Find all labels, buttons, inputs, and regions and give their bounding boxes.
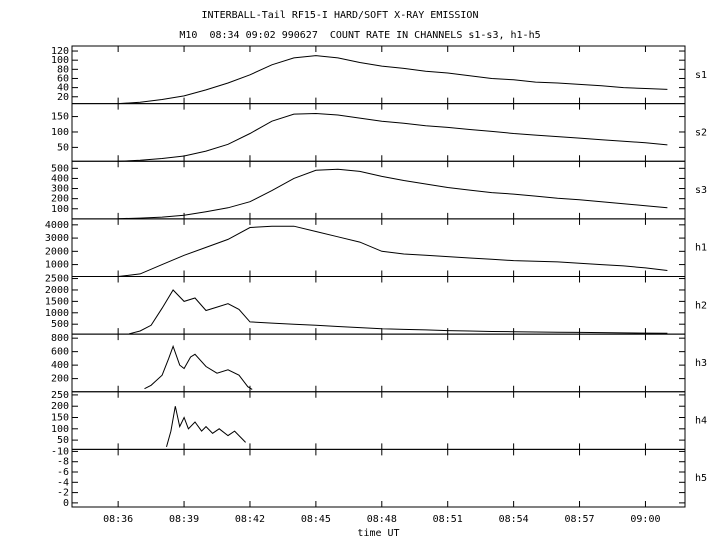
data-line: [166, 406, 246, 448]
y-tick-label: 250: [51, 390, 69, 401]
y-tick-label: -6: [57, 467, 69, 478]
y-tick-label: -8: [57, 457, 69, 468]
panel-label: h2: [695, 300, 707, 311]
panel-label: s2: [695, 127, 707, 138]
y-tick-label: 2000: [45, 285, 69, 296]
y-tick-label: 2000: [45, 246, 69, 257]
y-tick-label: 200: [51, 374, 69, 385]
y-tick-label: 80: [57, 64, 69, 75]
panel-label: h1: [695, 243, 707, 254]
data-line: [118, 55, 668, 105]
chart-subtitle: M10 08:34 09:02 990627 COUNT RATE IN CHA…: [179, 30, 540, 41]
y-tick-label: 1500: [45, 296, 69, 307]
y-tick-label: 150: [51, 413, 69, 424]
y-tick-label: 40: [57, 83, 69, 94]
y-tick-label: 100: [51, 127, 69, 138]
x-tick-label: 08:54: [499, 514, 529, 525]
x-tick-label: 08:39: [169, 514, 199, 525]
y-tick-label: 1000: [45, 260, 69, 271]
y-tick-label: 4000: [45, 220, 69, 231]
data-line: [128, 289, 668, 335]
y-tick-label: 20: [57, 92, 69, 103]
y-tick-label: 300: [51, 184, 69, 195]
panel-label: s3: [695, 185, 707, 196]
y-tick-label: 500: [51, 163, 69, 174]
y-tick-label: 150: [51, 112, 69, 123]
y-tick-label: 400: [51, 173, 69, 184]
y-tick-label: 400: [51, 360, 69, 371]
y-tick-label: 50: [57, 142, 69, 153]
x-tick-label: 09:00: [630, 514, 660, 525]
y-tick-label: -10: [51, 446, 69, 457]
x-tick-label: 08:57: [564, 514, 594, 525]
y-tick-label: 60: [57, 73, 69, 84]
y-tick-label: 3000: [45, 233, 69, 244]
y-tick-label: 600: [51, 347, 69, 358]
y-tick-label: -2: [57, 488, 69, 499]
y-tick-label: 120: [51, 46, 69, 57]
y-tick-label: -4: [57, 477, 69, 488]
y-tick-label: 800: [51, 333, 69, 344]
y-tick-label: 500: [51, 319, 69, 330]
chart-title: INTERBALL-Tail RF15-I HARD/SOFT X-RAY EM…: [202, 10, 479, 21]
panel-label: s1: [695, 70, 707, 81]
x-axis-label: time UT: [357, 528, 399, 539]
x-tick-label: 08:48: [367, 514, 397, 525]
x-tick-label: 08:42: [235, 514, 265, 525]
y-tick-label: 0: [63, 498, 69, 509]
x-tick-label: 08:36: [103, 514, 133, 525]
y-tick-label: 100: [51, 424, 69, 435]
y-tick-label: 100: [51, 55, 69, 66]
panel-label: h3: [695, 358, 707, 369]
panel-label: h4: [695, 416, 707, 427]
y-tick-label: 50: [57, 435, 69, 446]
panel-frame: [71, 448, 686, 508]
data-line: [118, 168, 668, 220]
data-line: [118, 225, 668, 277]
x-tick-label: 08:51: [433, 514, 463, 525]
y-tick-label: 200: [51, 194, 69, 205]
y-tick-label: 200: [51, 401, 69, 412]
panel-label: h5: [695, 473, 707, 484]
y-tick-label: 100: [51, 204, 69, 215]
y-tick-label: 1000: [45, 308, 69, 319]
data-line: [144, 344, 253, 390]
data-line: [118, 112, 668, 162]
x-tick-label: 08:45: [301, 514, 331, 525]
y-tick-label: 2500: [45, 274, 69, 285]
